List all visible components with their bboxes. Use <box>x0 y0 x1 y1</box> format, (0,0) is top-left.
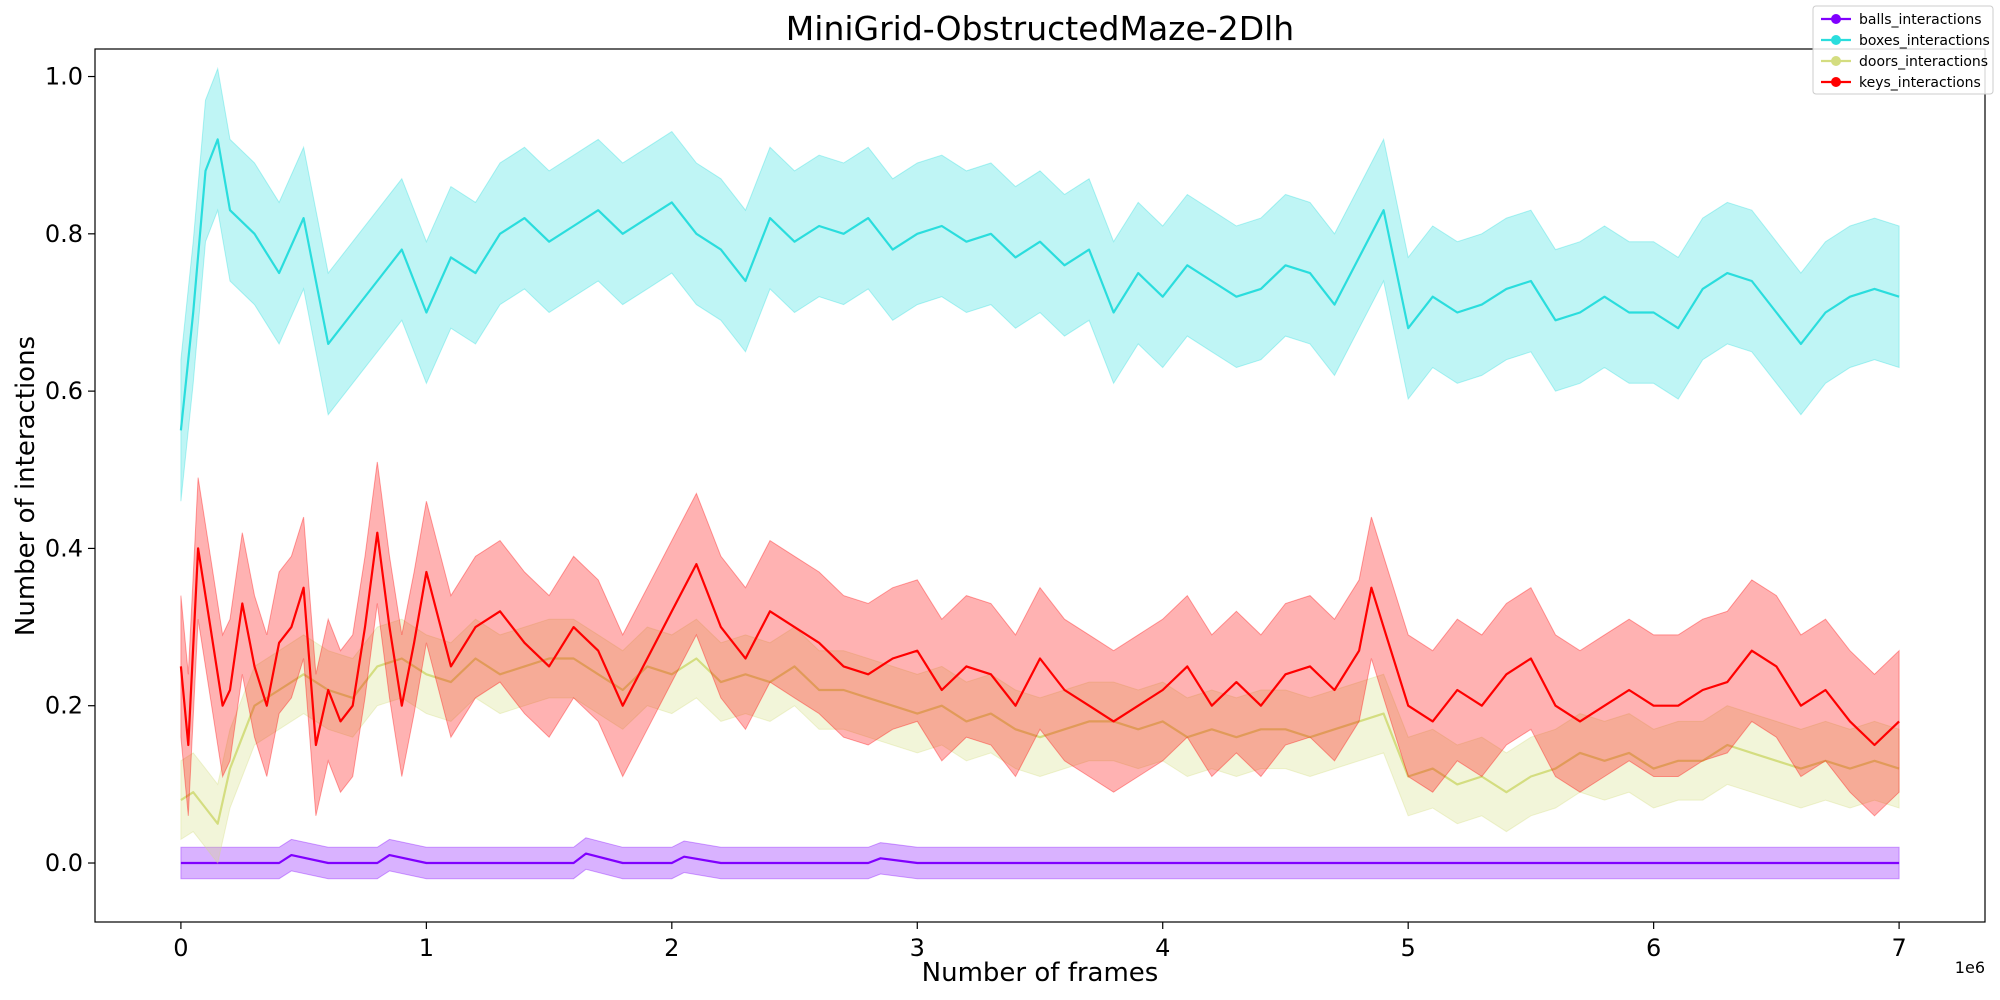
x-axis-offset-label: 1e6 <box>1955 958 1985 977</box>
boxes-interactions-band <box>180 66 1900 502</box>
boxes-interactions-legend-marker <box>1831 35 1841 45</box>
y-tick-label: 0.0 <box>45 849 83 877</box>
y-tick-label: 0.2 <box>45 692 83 720</box>
y-axis-label: Number of interactions <box>11 336 41 636</box>
legend: balls_interactions boxes_interactionsdoor… <box>1812 5 1994 95</box>
plot-area: 0 1 2 3 4 5 6 7 0.0 0.2 0.4 0.6 0.8 1.0 <box>45 48 1986 962</box>
doors-interactions-line <box>180 657 1900 825</box>
keys-interactions-legend-label: keys_interactions <box>1859 75 1981 91</box>
x-tick-label: 5 <box>1401 934 1416 962</box>
balls-interactions-band <box>180 837 1900 880</box>
x-tick-label: 6 <box>1646 934 1661 962</box>
y-tick-label: 0.4 <box>45 534 83 562</box>
y-tick-label: 0.6 <box>45 377 83 405</box>
keys-interactions-legend-marker <box>1831 77 1841 87</box>
axes-frame <box>94 48 1986 923</box>
x-tick-label: 1 <box>419 934 434 962</box>
balls-interactions-legend-label: balls_interactions <box>1859 12 1982 28</box>
balls-interactions-legend-marker <box>1831 14 1841 24</box>
legend-box <box>1812 5 1994 95</box>
x-tick-label: 7 <box>1891 934 1906 962</box>
doors-interactions-legend-label: doors_interactions <box>1859 54 1988 70</box>
x-tick-label: 0 <box>173 934 188 962</box>
x-tick-label: 4 <box>1155 934 1170 962</box>
y-tick-label: 1.0 <box>45 63 83 91</box>
x-tick-label: 2 <box>664 934 679 962</box>
x-tick-label: 3 <box>910 934 925 962</box>
doors-interactions-legend-marker <box>1831 56 1841 66</box>
x-axis-label: Number of frames <box>922 958 1159 988</box>
keys-interactions-band <box>180 461 1900 817</box>
y-tick-label: 0.8 <box>45 220 83 248</box>
balls-interactions-line <box>180 852 1900 865</box>
boxes-interactions-legend-label: boxes_interactions <box>1859 33 1990 49</box>
chart-title: MiniGrid-ObstructedMaze-2Dlh <box>786 9 1294 48</box>
keys-interactions-line <box>179 531 1900 747</box>
boxes-interactions-line <box>179 138 1900 431</box>
